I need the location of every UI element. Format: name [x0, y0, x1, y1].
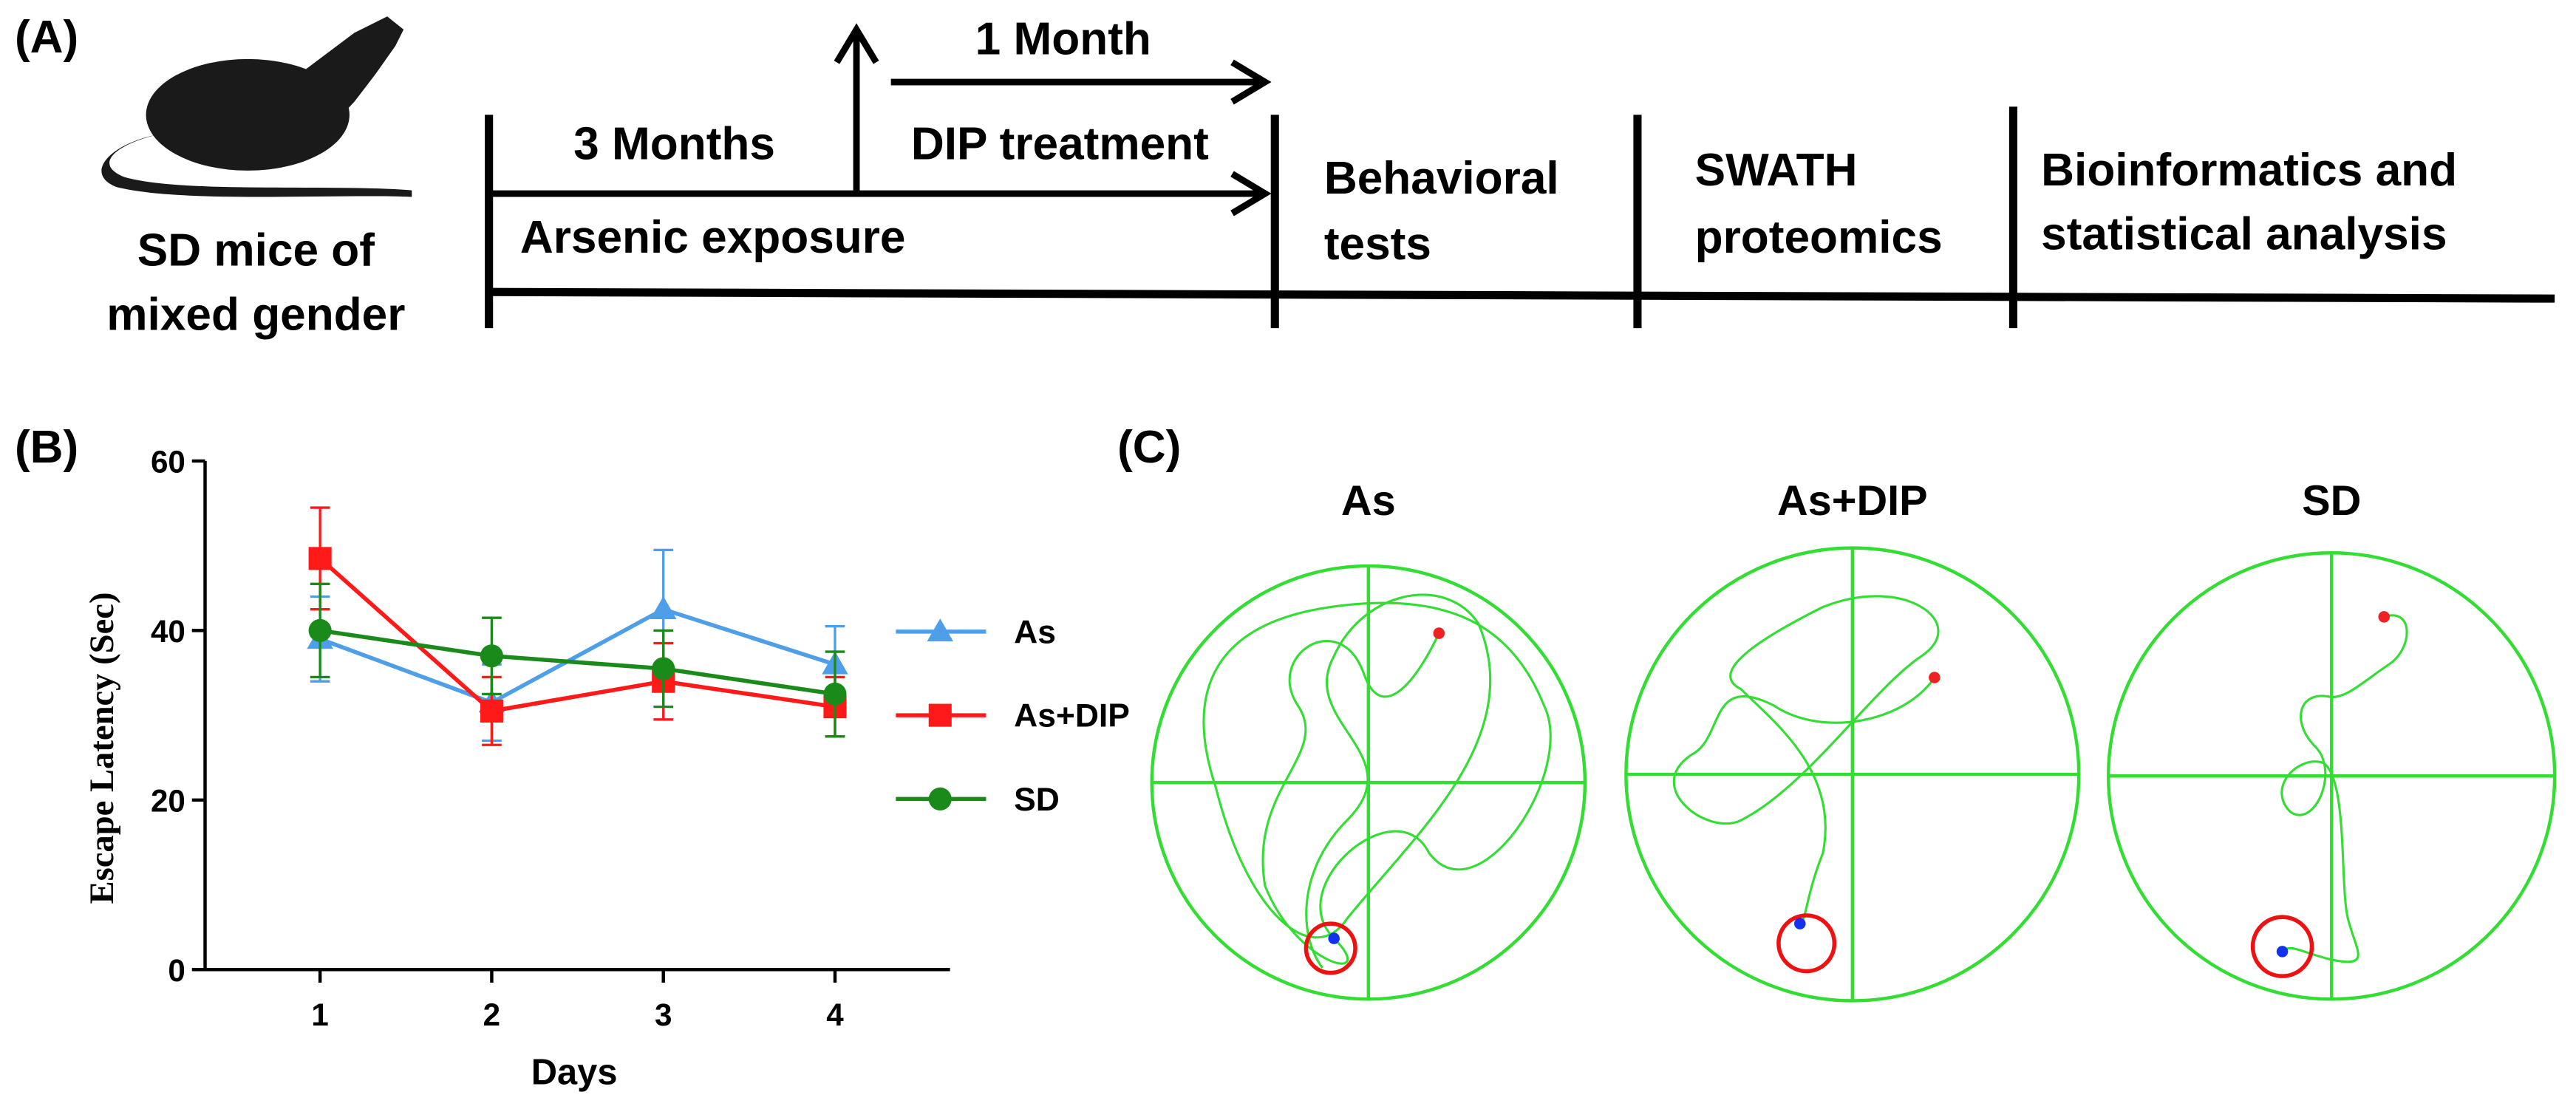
subject-text: SD mice of	[137, 225, 375, 276]
x-tick-label: 1	[311, 997, 328, 1032]
series-line	[319, 607, 836, 705]
timeline	[485, 23, 2555, 329]
line-chart: 0 20 40 60 1 2 3 4 Days Escape Latency (Sec) As As+…	[83, 444, 1130, 1092]
step-text: statistical analysis	[2041, 209, 2447, 260]
legend-marker	[928, 703, 952, 727]
maze-as-dip	[1624, 546, 2081, 1003]
panel-label: (B)	[15, 422, 78, 473]
panel-label: (C)	[1117, 422, 1181, 473]
x-axis-title: Days	[531, 1053, 618, 1093]
duration-text: 1 Month	[975, 13, 1151, 64]
series-line	[319, 628, 836, 697]
point	[652, 657, 675, 680]
subject-text: mixed gender	[106, 289, 405, 340]
x-tick-label: 2	[483, 997, 500, 1032]
point	[650, 596, 677, 620]
treatment-text: DIP treatment	[911, 118, 1209, 169]
legend-marker	[927, 618, 954, 642]
step-text: Behavioral	[1324, 153, 1559, 204]
maze-title: SD	[2302, 477, 2361, 525]
point	[823, 682, 847, 706]
panel-label: (A)	[15, 12, 78, 63]
legend-label: As	[1014, 614, 1056, 650]
y-axis-title: Escape Latency (Sec)	[83, 593, 121, 904]
y-tick-label: 40	[151, 614, 185, 649]
mouse-icon	[101, 16, 412, 197]
step-text: proteomics	[1695, 212, 1943, 263]
step-text: SWATH	[1695, 145, 1858, 196]
maze-as	[1150, 564, 1587, 1001]
y-tick-label: 20	[151, 783, 185, 818]
legend-marker	[928, 787, 952, 811]
point	[480, 699, 503, 723]
series-line	[318, 556, 836, 714]
x-tick-label: 4	[826, 997, 844, 1032]
y-tick-label: 0	[168, 953, 185, 988]
duration-text: 3 Months	[573, 118, 775, 169]
legend-label: As+DIP	[1014, 698, 1130, 734]
x-tick-label: 3	[655, 997, 672, 1032]
maze-title: As	[1341, 477, 1396, 525]
point	[480, 644, 503, 668]
step-text: Bioinformatics and	[2041, 145, 2457, 196]
maze-title: As+DIP	[1777, 477, 1928, 525]
exposure-text: Arsenic exposure	[520, 212, 906, 263]
step-text: tests	[1324, 219, 1431, 270]
y-tick-label: 60	[151, 444, 185, 479]
legend-label: SD	[1014, 782, 1060, 818]
maze-sd	[2106, 551, 2557, 1001]
point	[308, 547, 332, 570]
point	[308, 618, 332, 642]
